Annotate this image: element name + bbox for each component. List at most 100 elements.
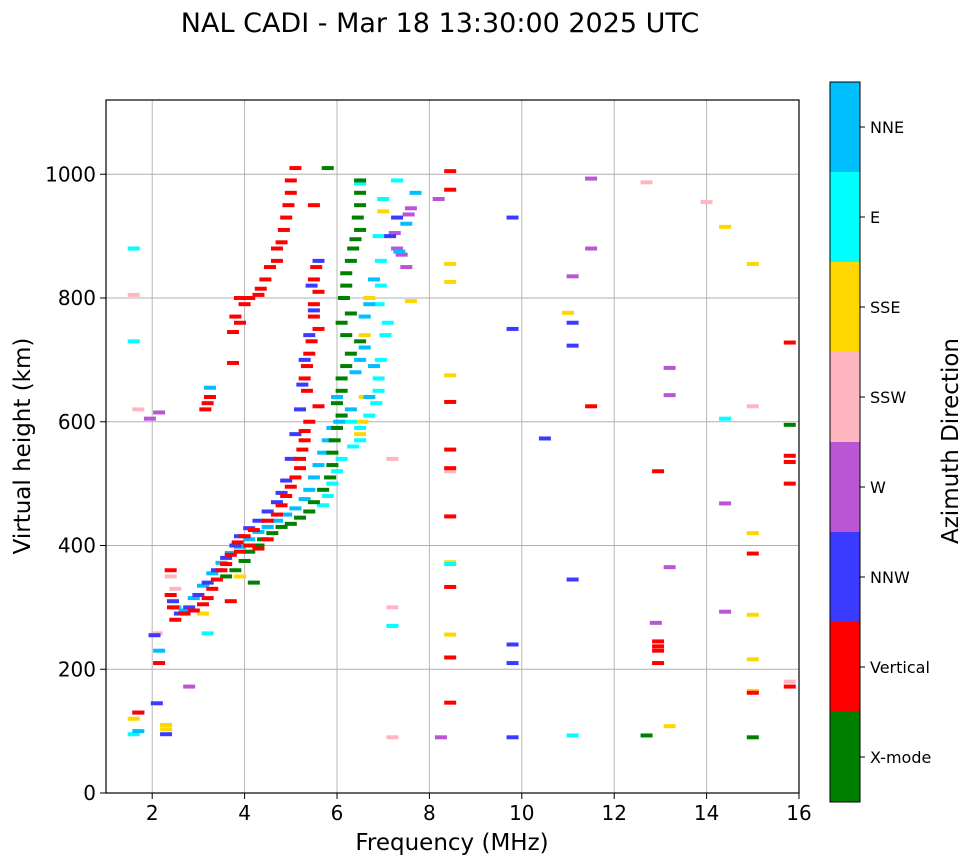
data-point <box>224 552 237 557</box>
colorbar-tick-label: NNE <box>870 118 904 137</box>
colorbar-segment <box>830 442 860 532</box>
data-point <box>187 596 200 601</box>
data-point <box>206 571 219 576</box>
data-point <box>178 611 191 616</box>
data-point <box>391 215 404 220</box>
data-point <box>354 227 367 232</box>
data-point <box>227 330 240 335</box>
data-point <box>296 382 309 387</box>
data-point <box>344 407 357 412</box>
data-point <box>199 407 212 412</box>
data-point <box>444 447 457 452</box>
data-point <box>294 407 307 412</box>
data-point <box>284 521 297 526</box>
data-point <box>282 203 295 208</box>
data-point <box>566 343 579 348</box>
data-point <box>310 265 323 270</box>
data-point <box>305 283 318 288</box>
data-point <box>400 265 413 270</box>
data-point <box>506 735 519 740</box>
data-point <box>444 655 457 660</box>
data-point <box>275 490 288 495</box>
data-point <box>326 463 339 468</box>
data-point <box>566 320 579 325</box>
data-point <box>585 404 598 409</box>
colorbar-segment <box>830 622 860 712</box>
data-point <box>261 537 274 542</box>
data-point <box>374 258 387 263</box>
series-nne <box>132 190 422 734</box>
data-point <box>351 215 364 220</box>
data-point <box>384 234 397 239</box>
data-point <box>649 620 662 625</box>
data-point <box>381 320 394 325</box>
x-tick-label: 10 <box>509 801 534 825</box>
colorbar-label: Azimuth Direction <box>938 338 964 544</box>
data-point <box>166 599 179 604</box>
data-point <box>252 546 265 551</box>
data-point <box>312 404 325 409</box>
y-tick-label: 200 <box>58 657 96 681</box>
data-point <box>261 524 274 529</box>
data-point <box>444 399 457 404</box>
data-point <box>284 456 297 461</box>
data-point <box>363 413 376 418</box>
data-point <box>289 475 302 480</box>
data-point <box>444 466 457 471</box>
data-point <box>340 333 353 338</box>
series-w <box>143 176 732 740</box>
data-point <box>150 701 163 706</box>
data-point <box>340 283 353 288</box>
data-point <box>227 360 240 365</box>
data-point <box>127 732 140 737</box>
data-point <box>294 466 307 471</box>
data-point <box>746 612 759 617</box>
data-point <box>663 724 676 729</box>
data-point <box>143 416 156 421</box>
data-point <box>434 735 447 740</box>
data-point <box>358 345 371 350</box>
data-point <box>224 599 237 604</box>
data-point <box>132 710 145 715</box>
data-point <box>746 735 759 740</box>
data-point <box>300 388 313 393</box>
y-tick-label: 400 <box>58 534 96 558</box>
data-point <box>331 425 343 430</box>
data-point <box>275 240 288 245</box>
data-point <box>663 565 676 570</box>
data-point <box>127 716 140 721</box>
data-point <box>746 551 759 556</box>
data-point <box>746 690 759 695</box>
data-point <box>347 444 360 449</box>
data-point <box>270 518 283 523</box>
data-point <box>289 166 302 171</box>
series-vertical <box>132 166 796 715</box>
data-point <box>243 296 256 300</box>
data-point <box>386 456 399 461</box>
data-point <box>284 484 297 489</box>
data-point <box>370 401 383 406</box>
data-point <box>354 181 367 186</box>
data-point <box>132 729 145 734</box>
data-point <box>393 249 406 254</box>
colorbar-tick-label: SSE <box>870 298 900 317</box>
data-point <box>164 568 177 573</box>
data-point <box>312 463 325 468</box>
data-point <box>164 593 177 597</box>
data-point <box>280 512 293 517</box>
data-point <box>317 450 330 455</box>
y-tick-label: 800 <box>58 286 96 310</box>
data-point <box>444 700 457 705</box>
data-point <box>220 562 233 567</box>
data-point <box>377 209 390 214</box>
data-point <box>585 246 598 251</box>
data-point <box>266 531 279 536</box>
data-point <box>344 419 357 424</box>
data-point <box>254 286 267 291</box>
data-point <box>307 302 320 307</box>
data-point <box>566 733 579 738</box>
data-point <box>652 639 665 644</box>
data-point <box>358 333 371 338</box>
data-point <box>298 438 311 443</box>
